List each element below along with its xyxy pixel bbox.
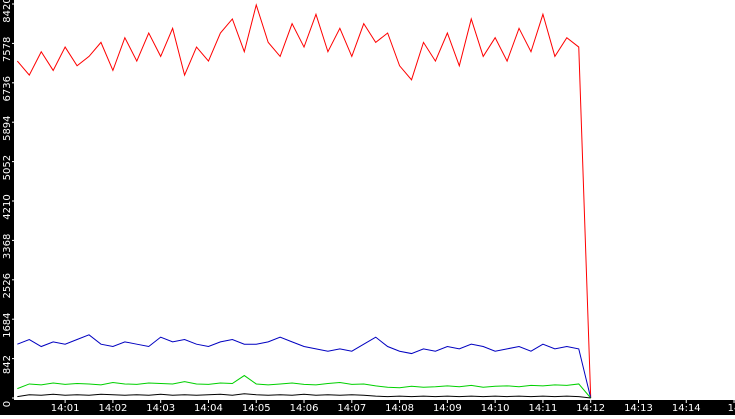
x-tick-label: 14:13: [624, 403, 653, 414]
series-line: [17, 393, 591, 399]
x-tick-label: 14:11: [529, 403, 558, 414]
y-tick-label: 842: [2, 355, 13, 374]
y-tick-label: 5894: [2, 115, 13, 140]
x-tick-label: 14:09: [433, 403, 462, 414]
series-line: [16, 3, 592, 399]
y-tick-label: 4210: [2, 194, 13, 219]
y-tick-label: 5052: [2, 155, 13, 180]
x-tick-label: 14:14: [672, 403, 701, 414]
y-tick-label: 7578: [2, 37, 13, 62]
y-tick-label: 6736: [2, 76, 13, 101]
x-tick-label: 14:01: [51, 403, 80, 414]
x-tick-label: 14:07: [337, 403, 366, 414]
y-tick-label: 1684: [2, 312, 13, 337]
series-line: [17, 334, 592, 399]
series-line: [17, 374, 592, 399]
x-tick-label: 14:06: [290, 403, 319, 414]
x-tick-label: 14: [728, 403, 735, 414]
x-tick-label: 14:04: [194, 403, 223, 414]
x-tick-label: 14:12: [576, 403, 605, 414]
y-tick-label: 3368: [2, 234, 13, 259]
x-axis-band: [0, 400, 735, 415]
x-tick-label: 14:05: [242, 403, 271, 414]
y-tick-label: 2526: [2, 273, 13, 298]
x-tick-label: 14:08: [385, 403, 414, 414]
x-tick-label: 14:02: [98, 403, 127, 414]
y-axis-band: [0, 0, 14, 415]
x-tick-label: 14:03: [146, 403, 175, 414]
x-tick-label: 14:10: [481, 403, 510, 414]
y-tick-label: 8420: [2, 0, 13, 23]
y-tick-label: 0: [2, 401, 13, 407]
plot: [16, 3, 592, 399]
